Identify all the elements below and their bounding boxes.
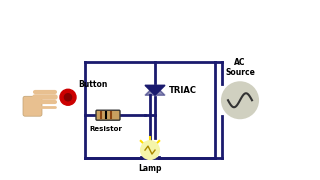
Circle shape bbox=[222, 82, 258, 118]
Text: Lamp: Lamp bbox=[138, 164, 162, 173]
Text: Button: Button bbox=[78, 80, 108, 89]
Polygon shape bbox=[145, 85, 165, 95]
Text: AC
Source: AC Source bbox=[225, 58, 255, 77]
FancyBboxPatch shape bbox=[23, 96, 42, 116]
Polygon shape bbox=[145, 85, 165, 95]
Text: What is a TRIAC? How Does it Work?: What is a TRIAC? How Does it Work? bbox=[10, 18, 310, 33]
Text: Resistor: Resistor bbox=[90, 126, 123, 132]
Text: TRIAC: TRIAC bbox=[169, 86, 197, 95]
Circle shape bbox=[60, 89, 76, 105]
Circle shape bbox=[141, 141, 159, 159]
FancyBboxPatch shape bbox=[96, 110, 120, 120]
Circle shape bbox=[64, 94, 72, 101]
